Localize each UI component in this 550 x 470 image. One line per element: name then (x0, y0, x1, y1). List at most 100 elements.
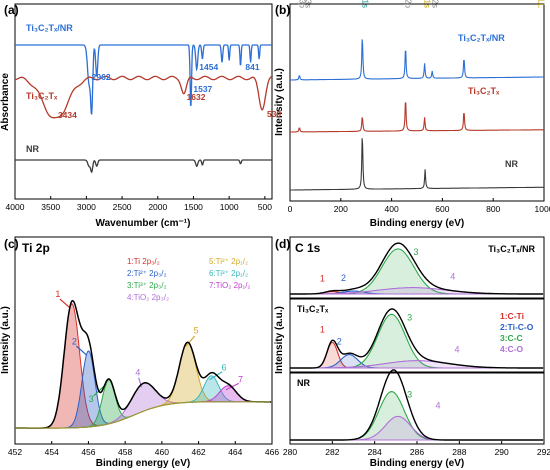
panel-b-xtick-label-1: 200 (334, 204, 348, 214)
panel-c-xtick-label-4: 460 (155, 447, 169, 457)
panel-b-annotation: O KLL (536, 0, 545, 9)
panel-c-arrow-6 (209, 371, 223, 381)
panel-c-background (15, 401, 271, 429)
panel-c-xlabel: Binding energy (eV) (96, 458, 190, 469)
panel-c-envelope (15, 299, 272, 429)
panel-d-title: C 1s (295, 241, 321, 255)
panel-c-legend-entry: 7:TiO₂ 2p₁/₂ (209, 281, 251, 290)
panel-c: (c) Ti 2p Binding energy (eV) Intensity … (0, 236, 273, 469)
panel-a-annotation: 1537 (193, 84, 212, 94)
panel-b-xtick-label-3: 600 (435, 204, 449, 214)
panel-a-xtick-label-4: 2000 (148, 202, 167, 212)
panel-b-annotation: Ti 3p (297, 0, 306, 9)
panel-d-xtick-label-0: 280 (283, 447, 297, 457)
panel-c-xtick-label-6: 464 (228, 447, 242, 457)
panel-d-xtick-label-2: 284 (368, 447, 382, 457)
panel-d-peak-number-3: 3 (407, 390, 412, 400)
panel-d-subplot-label: Ti₃C₂Tₓ (297, 304, 329, 314)
panel-c-label: (c) (4, 237, 19, 251)
panel-d-envelope (290, 308, 544, 369)
panel-a-xtick-label-2: 3000 (77, 202, 96, 212)
panel-a-xtick-label-7: 500 (258, 202, 272, 212)
panel-d-xlabel: Binding energy (eV) (370, 458, 464, 469)
panel-c-xtick-label-0: 452 (8, 447, 22, 457)
panel-d-subplot-label: Ti₃C₂Tₓ/NR (488, 244, 535, 254)
panel-b: (b) Binding energy (eV) Intensity (a.u.)… (274, 3, 545, 229)
panel-c-frame (14, 236, 273, 445)
panel-c-legend-entry: 5:Ti²⁺ 2p₁/₂ (209, 257, 248, 266)
panel-a-xlabel: Wavenumber (cm⁻¹) (96, 218, 191, 229)
panel-c-arrow-2 (76, 345, 87, 356)
panel-a-xtick-label-1: 3500 (41, 202, 60, 212)
panel-c-legend-entry: 4:TiO₂ 2p₃/₂ (127, 293, 169, 302)
panel-c-arrow-5 (185, 335, 196, 347)
panel-b-series-line (290, 39, 544, 81)
panel-c-ylabel: Intensity (a.u.) (0, 306, 11, 374)
panel-d-subplot-label: NR (297, 378, 310, 388)
panel-b-frame (289, 3, 545, 202)
panel-a-annotation: 2962 (92, 72, 111, 82)
panel-d-legend-entry: 4:C-O (500, 344, 524, 354)
panel-b-legend-composite: Ti₃C₂Tₓ/NR (458, 33, 505, 43)
panel-d: (d) C 1s Binding energy (eV) Intensity (… (274, 237, 464, 469)
panel-b-series-line (290, 102, 545, 133)
panel-b-annotation: Ti 3s (304, 0, 313, 8)
panel-b-legend-mxene: Ti₃C₂Tₓ (468, 86, 500, 96)
panel-a-frame (14, 3, 273, 200)
panel-c-xtick-label-1: 454 (45, 447, 59, 457)
panel-d-peak-number-2: 2 (341, 273, 346, 283)
panel-b-xlabel: Binding energy (eV) (370, 218, 464, 229)
panel-a-series-line (15, 75, 273, 119)
panel-d-peak-number-3: 3 (413, 247, 418, 257)
panel-a-annotation: 841 (245, 62, 259, 72)
panel-a-legend-nr: NR (26, 144, 39, 154)
panel-b-series-line (290, 138, 545, 191)
panel-d-ylabel: Intensity (a.u.) (274, 306, 285, 374)
panel-d-xtick-label-1: 282 (325, 447, 339, 457)
panel-b-annotation: Ti 2s (431, 0, 440, 8)
panel-c-title: Ti 2p (22, 241, 50, 255)
panel-d-xtick-label-6: 292 (537, 447, 550, 457)
panel-b-annotation: Ti 2p (404, 0, 413, 9)
panel-c-peak-number-3: 3 (89, 394, 94, 404)
panel-a-annotation: 539 (267, 109, 281, 119)
panel-a-ylabel: Absorbance (0, 73, 11, 131)
panel-c-arrow-1 (59, 298, 71, 309)
panel-b-ylabel: Intensity (a.u.) (274, 68, 285, 136)
panel-a-label: (a) (4, 3, 19, 17)
panel-c-peak-number-1: 1 (55, 289, 60, 299)
panel-d-peak-number-4: 4 (454, 345, 459, 355)
panel-d-xtick-label-4: 288 (452, 447, 466, 457)
panel-b-label: (b) (275, 3, 290, 17)
panel-a-annotation: 1632 (187, 92, 206, 102)
panel-c-peak-number-2: 2 (72, 336, 77, 346)
panel-a-xtick-label-3: 2500 (113, 202, 132, 212)
panel-a-legend-composite: Ti₃C₂Tₓ/NR (26, 23, 73, 33)
panel-a-xtick-label-0: 4000 (6, 202, 25, 212)
panel-c-legend-entry: 2:Ti²⁺ 2p₃/₂ (127, 269, 167, 278)
panel-d-peak-number-3: 3 (407, 312, 412, 322)
panel-a-annotation: 1454 (199, 62, 218, 72)
panel-b-annotation: O 1s (423, 0, 432, 8)
panel-b-xtick-label-5: 1000 (535, 204, 550, 214)
panel-b-legend-nr: NR (505, 159, 518, 169)
panel-d-peak-number-1: 1 (320, 324, 325, 334)
panel-d-xtick-label-5: 290 (495, 447, 509, 457)
panel-c-peak-number-4: 4 (135, 368, 140, 378)
panel-d-label: (d) (275, 237, 290, 251)
panel-c-xtick-label-5: 462 (191, 447, 205, 457)
panel-d-peak-number-1: 1 (320, 274, 325, 284)
panel-d-envelope (290, 369, 544, 441)
panel-b-annotation: C 1s (360, 0, 369, 8)
panel-b-xtick-label-4: 800 (486, 204, 500, 214)
panel-c-peak-number-5: 5 (193, 326, 198, 336)
panel-d-subplot-frame (289, 298, 545, 373)
panel-d-peak-number-4: 4 (450, 272, 455, 282)
panel-d-peak-number-2: 2 (337, 337, 342, 347)
panel-a-legend-mxene: Ti₃C₂Tₓ (26, 91, 58, 101)
panel-c-peak-number-6: 6 (222, 362, 227, 372)
panel-a-series-line (15, 159, 272, 174)
panel-c-peak-number-7: 7 (238, 374, 243, 384)
